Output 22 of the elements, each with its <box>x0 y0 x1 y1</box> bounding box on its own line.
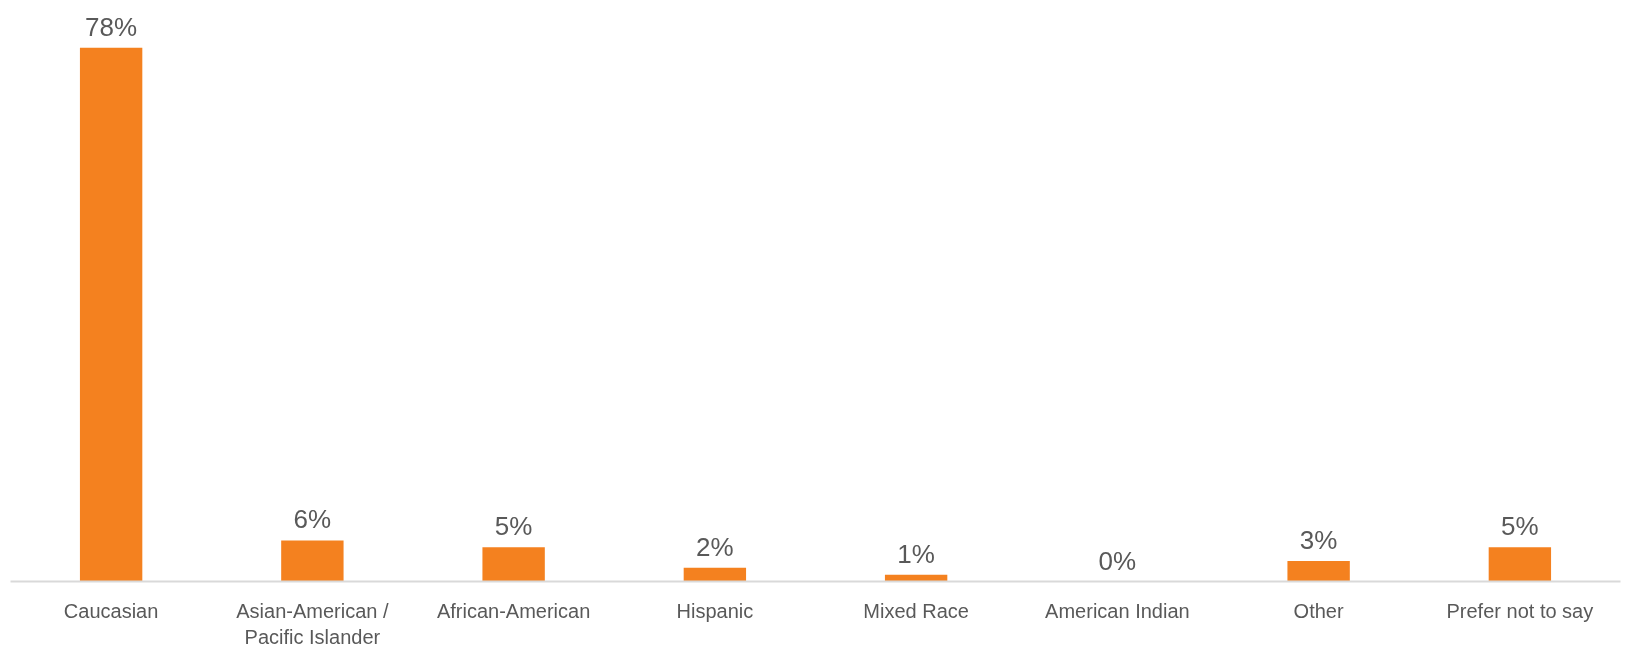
bar <box>683 567 747 582</box>
bar <box>1488 547 1552 582</box>
data-label: 2% <box>696 531 734 562</box>
bar <box>79 47 143 582</box>
data-label: 6% <box>293 504 332 535</box>
x-tick-label: Prefer not to say <box>1446 599 1594 622</box>
x-tick-label: Mixed Race <box>863 599 969 622</box>
x-tick-label: Other <box>1293 599 1344 622</box>
bar <box>281 540 344 582</box>
data-label: 5% <box>1501 511 1539 542</box>
data-label: 78% <box>85 11 138 42</box>
data-label: 1% <box>897 538 935 569</box>
x-tick-label: African-American <box>436 599 591 622</box>
x-tick-label: American Indian <box>1045 599 1190 622</box>
bar <box>482 547 545 582</box>
data-label: 0% <box>1098 545 1137 576</box>
data-label: 3% <box>1299 524 1338 555</box>
x-tick-label: Hispanic <box>676 599 754 622</box>
bar <box>1287 560 1350 582</box>
x-tick-label: Caucasian <box>63 599 159 622</box>
data-label: 5% <box>494 511 533 542</box>
x-tick-label: Asian-American / Pacific Islander <box>236 599 389 648</box>
